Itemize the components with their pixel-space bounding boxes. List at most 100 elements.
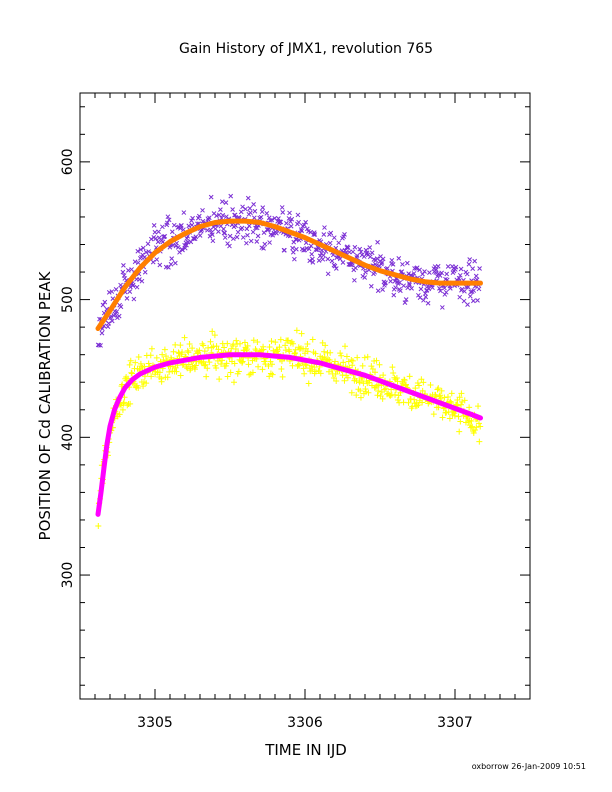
data-point [349,357,356,364]
data-point [249,369,256,376]
series-cross-points [95,193,483,348]
series-plus-points [95,327,484,529]
data-point [332,358,339,365]
data-point [375,239,380,245]
y-tick-label: 600 [60,148,76,175]
data-point [438,387,445,394]
data-point [124,402,131,409]
data-point [437,286,442,291]
data-point [156,229,161,235]
data-point [231,360,238,367]
data-point [200,218,206,224]
data-point [443,289,449,295]
data-point [447,286,453,291]
data-point [475,403,482,410]
data-point [389,364,396,371]
data-point [240,235,246,240]
y-axis-label: POSITION OF Cd CALIBRATION PEAK [36,270,54,540]
data-point [399,269,405,274]
data-point [466,261,472,267]
data-point [390,369,397,376]
data-point [444,393,451,400]
data-point [467,293,473,299]
data-point [255,233,261,239]
data-point [132,259,138,265]
y-tick-label: 500 [60,286,76,313]
plot-frame [79,92,531,700]
data-point [402,300,408,306]
data-point [473,273,479,279]
data-point [260,346,267,353]
data-point [356,378,363,385]
data-point [232,346,239,353]
data-point [291,349,298,356]
data-point [213,364,220,371]
data-point [317,370,324,377]
data-point [461,298,467,304]
data-point [312,232,318,237]
data-point [189,345,196,352]
data-point [401,283,407,289]
data-point [476,286,482,292]
data-point [294,237,300,242]
data-point [171,222,177,228]
data-point [128,369,135,376]
y-tick-label: 300 [60,562,76,589]
data-point [106,290,112,295]
data-point [266,344,273,351]
data-point [290,340,297,347]
data-point [158,378,165,385]
data-point [233,337,240,344]
data-point [128,370,135,377]
data-point [465,284,471,290]
fit-curve-magenta [95,352,483,517]
data-point [258,214,264,220]
y-tick-label: 400 [60,424,76,451]
data-point [234,234,240,240]
data-point [333,266,339,271]
data-point [369,250,375,256]
data-point [352,277,357,283]
data-point [344,374,351,381]
data-point [362,385,369,392]
data-point [265,362,272,369]
data-point [401,377,408,384]
data-point [116,313,122,319]
data-point [272,339,279,346]
data-point [221,226,226,232]
data-point [312,350,319,357]
data-point [260,205,266,210]
data-point [230,207,235,212]
data-point [267,218,273,223]
data-point [200,342,207,349]
data-point [235,368,242,375]
data-point [380,287,385,292]
data-point [186,341,193,348]
data-point [147,352,154,359]
data-point [201,348,208,355]
data-point [160,224,165,230]
data-point [423,294,429,300]
data-point [409,286,414,291]
data-point [418,286,424,292]
data-point [192,362,199,369]
data-point [169,256,175,261]
data-point [471,288,477,293]
data-point [120,269,126,275]
data-point [145,241,151,247]
data-point [348,389,355,396]
data-point [356,379,363,386]
data-point [121,262,126,268]
data-point [268,338,275,345]
data-point [439,305,445,310]
data-point [333,378,340,385]
data-point [345,245,351,251]
data-point [155,239,161,245]
data-point [456,275,462,281]
data-point [259,209,265,215]
data-point [380,372,387,379]
data-point [156,369,163,376]
data-point [140,383,147,390]
data-point [269,371,276,378]
data-point [227,369,234,376]
